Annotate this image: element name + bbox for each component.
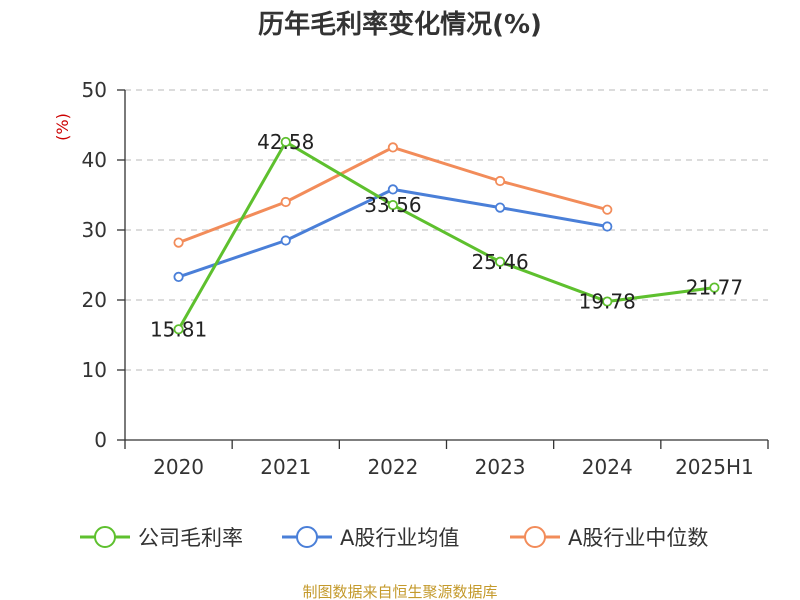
series-lines	[173, 136, 720, 335]
legend-label-0: 公司毛利率	[138, 526, 243, 550]
x-tick-label: 2023	[475, 455, 526, 479]
data-point	[494, 202, 506, 213]
data-point	[494, 256, 506, 267]
data-point	[387, 184, 399, 195]
data-point	[173, 237, 184, 248]
legend-marker-2	[524, 526, 546, 548]
x-tick-label: 2020	[153, 455, 204, 479]
series-line-0	[177, 140, 715, 331]
legend-label-2: A股行业中位数	[568, 526, 708, 550]
axes: 0 10 20 30 40 50 2020 2021 2022 2023 2024 2025H1	[82, 78, 769, 479]
y-tick-label: 0	[94, 428, 107, 452]
x-tick-label: 2025H1	[675, 455, 754, 479]
data-point	[387, 199, 399, 211]
data-label: 42.58	[257, 130, 314, 154]
data-label: 21.77	[686, 276, 743, 300]
source-note: 制图数据来自恒生聚源数据库	[302, 583, 497, 600]
y-tick-label: 20	[82, 288, 107, 312]
data-point	[173, 324, 184, 335]
data-label: 15.81	[150, 317, 207, 341]
y-tick-label: 30	[82, 218, 107, 242]
legend-marker-1	[296, 526, 318, 548]
x-tick-label: 2021	[260, 455, 311, 479]
x-tick-label: 2022	[367, 455, 418, 479]
data-point	[602, 221, 613, 232]
y-tick-label: 10	[82, 358, 107, 382]
legend: 公司毛利率 A股行业均值 A股行业中位数	[80, 526, 708, 550]
gridlines	[125, 89, 768, 371]
data-point	[280, 235, 291, 246]
data-point	[709, 282, 720, 293]
data-labels: 15.81 42.58 33.56 25.46 19.78 21.77	[150, 130, 743, 341]
data-point	[173, 271, 184, 282]
data-label: 25.46	[471, 250, 528, 274]
y-tick-label: 50	[82, 78, 107, 102]
legend-label-1: A股行业均值	[340, 526, 459, 550]
data-point	[387, 142, 399, 153]
data-point	[602, 296, 613, 307]
y-tick-label: 40	[82, 148, 107, 172]
data-label: 33.56	[364, 193, 421, 217]
data-label: 19.78	[579, 290, 636, 314]
x-tick-label: 2024	[582, 455, 633, 479]
data-point	[494, 175, 506, 187]
data-point	[280, 196, 291, 208]
y-axis-unit-label: (%)	[53, 113, 72, 141]
data-point	[280, 136, 291, 148]
chart-title: 历年毛利率变化情况(%)	[258, 9, 542, 40]
data-point	[602, 204, 613, 215]
legend-marker-0	[94, 526, 116, 548]
